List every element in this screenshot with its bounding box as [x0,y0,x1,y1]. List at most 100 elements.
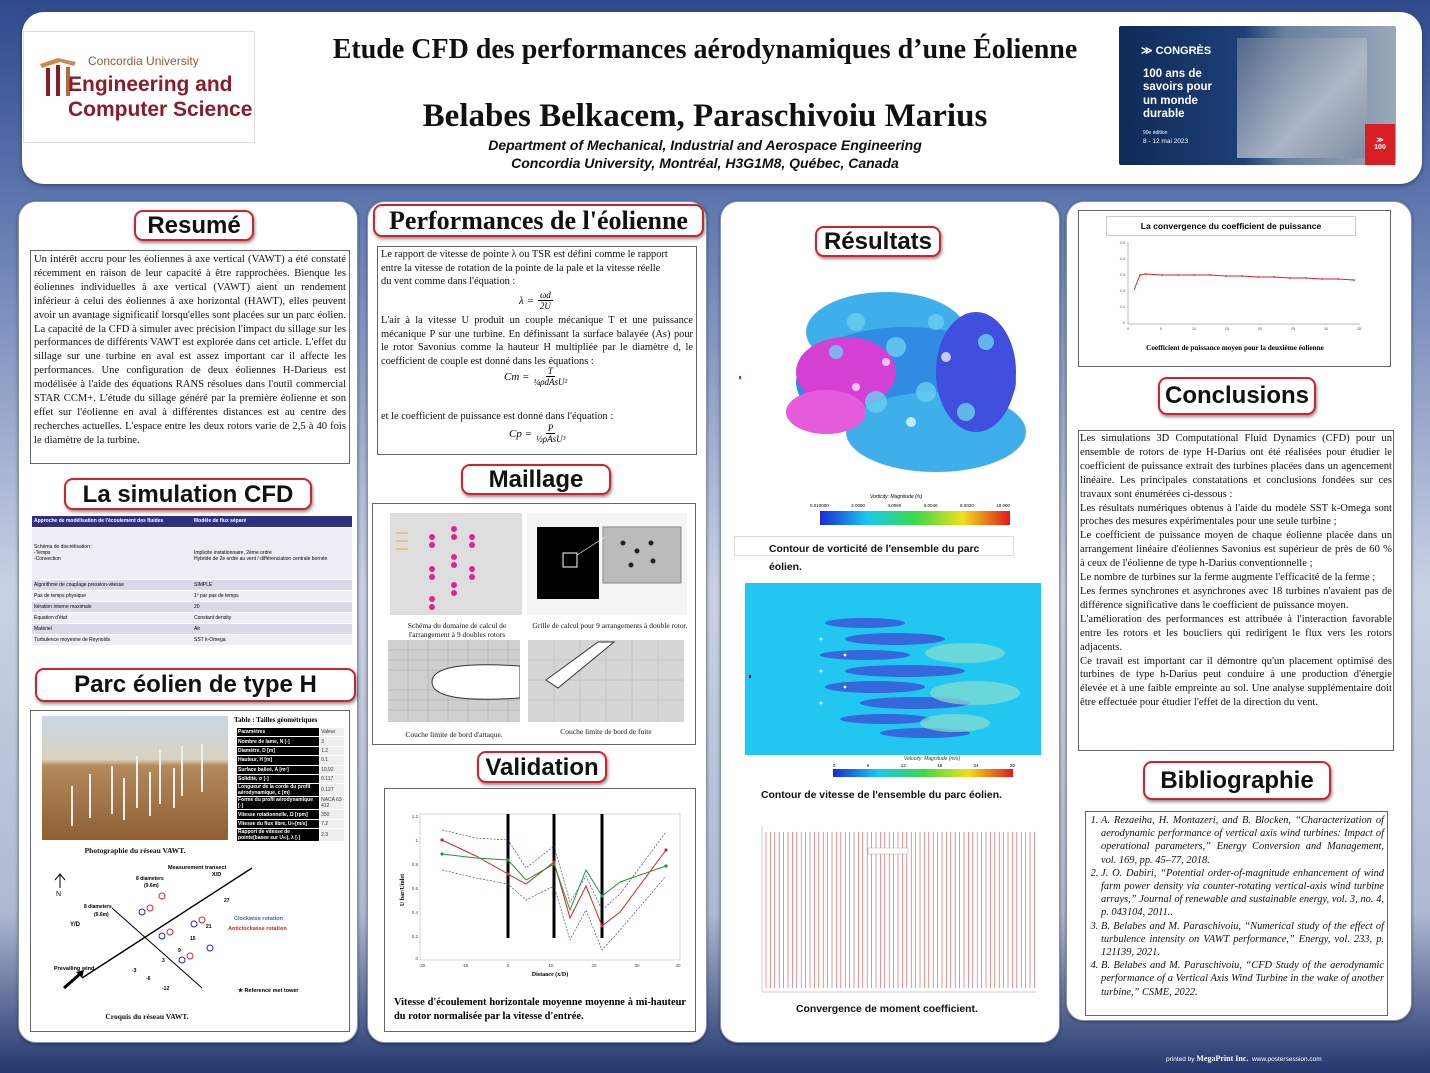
validation-chart: U bar/Uinlet Distance (x/D) -20 -10 0 10 20 3… [400,813,681,978]
equation-lambda: λ = ωd 2U [519,290,553,311]
reference-item: A. Rezaeiha, H. Montazeri, and B. Blocke… [1101,814,1384,867]
conv-xtick: 15 [1225,327,1229,331]
sketch-caption: Croquis du réseau VAWT. [105,1012,189,1021]
conclusions-title: Conclusions [1158,377,1316,415]
performances-p3: et le coefficient de puissance est donné… [381,411,614,422]
vawt-array-photo [42,716,228,840]
tick-up: 21 [206,924,212,930]
leading-edge-mesh [388,640,520,722]
conv-xtick: 25 [1291,327,1295,331]
conclusion-para: Les fermes synchrones et asynchrones ave… [1080,585,1392,611]
vorticity-legend-label: Vorticity: Magnitude (/s) [870,494,923,500]
congres-banner: ≫ CONGRÈS 100 ans de savoirs pour un monde… [1119,26,1396,165]
conv-ytick: 0 [1123,321,1125,325]
validation-ytick: 0.2 [412,934,419,939]
conv-xtick: 10 [1192,327,1196,331]
mesh-caption-4: Couche limite de bord de fuite [560,727,652,736]
validation-xtick: 30 [634,963,640,968]
mesh-domain-image [390,513,522,615]
power-convergence-chart: 0.5 0.4 0.3 0.2 0.1 0 0 5 10 15 20 25 30 35 [1120,241,1361,331]
conv-ytick: 0.1 [1120,305,1125,309]
reference-item: B. Belabes and M. Paraschivoiu, “Numeric… [1101,920,1384,960]
tick-down: -3 [132,968,137,974]
measure-label: Measurement transect [168,865,227,871]
vorticity-ticks: 0.010000 2.0080 4.0060 6.0040 8.0020 10.000 [810,503,1010,508]
validation-ytick: 0 [415,956,418,961]
cw-label: Clockwise rotation [234,916,284,922]
validation-xtick: 0 [507,963,510,968]
resume-text: Un intérêt accru pour les éoliennes à ax… [30,250,350,464]
conclusion-para: Le coefficient de puissance moyen de cha… [1080,530,1392,570]
velocity-ticks: 0 6 12 18 24 30 [833,763,1015,768]
tick-down: -12 [162,986,169,992]
resultats-title: Résultats [815,226,941,257]
tick-down: -6 [146,976,151,982]
mesh-caption-3: Couche limite de bord d'attaque. [405,730,503,739]
power-point [1353,279,1355,281]
conclusions-text: Les simulations 3D Computational Fluid D… [1078,430,1394,751]
conclusion-para: Le nombre de turbines sur la ferme augme… [1080,572,1376,584]
congres-dates: 8 - 12 mai 2023 [1143,138,1189,145]
tick-up: 9 [178,948,181,954]
conclusion-para: Les simulations 3D Computational Fluid D… [1080,433,1392,500]
validation-xtick: 10 [548,963,554,968]
conv-xtick: 5 [1160,327,1162,331]
validation-ytick: 1 [415,838,418,843]
performances-title: Performances de l'éolienne [373,204,704,237]
vawt-sketch: N Measurement transect X/D 8 diameters (… [54,865,299,994]
power-point [1225,275,1227,277]
poster-authors: Belabes Belkacem, Paraschivoiu Marius [422,98,988,134]
congres-edition: 90e édition [1143,130,1168,136]
validation-xtick: -20 [419,963,426,968]
validation-ytick: 0.6 [412,886,419,891]
mesh-caption-2: Grille de calcul pour 9 arrangements à d… [532,621,688,630]
velocity-contour [745,583,1041,781]
vorticity-colorbar [820,511,1010,525]
printer-credit: printed by MegaPrint Inc. www.postersess… [1166,1054,1322,1063]
gateway-icon [40,58,76,96]
power-point [1321,278,1323,280]
bibliographie-title: Bibliographie [1143,761,1331,800]
performances-p2: L'air à la vitesse U produit un couple m… [381,315,693,367]
poster-university: Concordia University, Montréal, H3G1M8, … [511,155,899,171]
bibliographie-box: A. Rezaeiha, H. Montazeri, and B. Blocke… [1085,811,1388,1016]
power-point [1241,275,1243,277]
power-point [1305,277,1307,279]
d8b-label: 8 diameters [84,904,112,910]
resume-title: Resumé [134,210,254,241]
tower-label: ★ Reference met tower [238,987,299,994]
conv-ytick: 0.4 [1120,257,1125,261]
congres-photo [1237,38,1367,158]
d8b-m-label: (9.6m) [94,912,109,918]
power-point [1209,274,1211,276]
velocity-legend-label: Velocity: Magnitude (m/s) [904,756,961,762]
mesh-caption-1: Schéma du domaine de calcul de l'arrange… [407,621,507,639]
poster-department: Department of Mechanical, Industrial and… [488,137,922,153]
xd-label: X/D [212,872,221,878]
d8a-label: 8 diameters [136,876,164,882]
validation-ytick: 1.2 [412,814,419,819]
conv-ytick: 0.5 [1120,241,1125,245]
power-point [1289,277,1291,279]
conv-ytick: 0.2 [1120,289,1125,293]
reference-item: B. Belabes and M. Paraschivoiu, “CFD Stu… [1101,959,1384,999]
power-point [1177,274,1179,276]
simulation-title: La simulation CFD [64,478,312,510]
conv-xtick: 30 [1324,327,1328,331]
maillage-title: Maillage [461,464,611,495]
north-label: N [56,891,61,898]
validation-ytick: 0.8 [412,862,419,867]
conclusion-para: L'amélioration des performances est attr… [1080,613,1392,653]
parc-title: Parc éolien de type H [35,668,356,702]
validation-xtick: -10 [462,963,469,968]
tick-up: 3 [162,958,165,964]
conv-xtick: 0 [1127,327,1129,331]
validation-title: Validation [477,751,607,783]
poster-title: Etude CFD des performances aérodynamique… [332,34,1078,65]
ccw-label: Anticlockwise rotation [228,926,287,932]
logo-line2: Computer Science [68,98,253,121]
power-point [1257,276,1259,278]
equation-cp: Cp = P ½ρAsU³ [509,423,566,444]
d8a-m-label: (9.6m) [144,883,159,889]
yd-label: Y/D [70,922,81,928]
